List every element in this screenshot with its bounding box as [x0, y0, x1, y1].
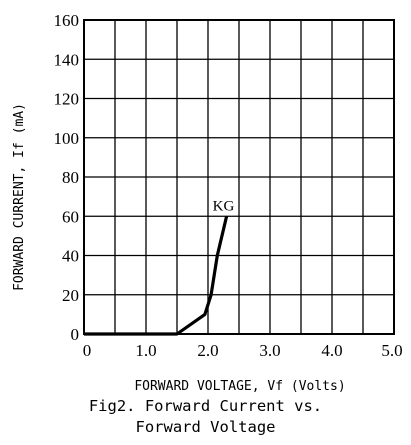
x-tick-label: 4.0 [321, 341, 342, 360]
x-tick-label: 2.0 [197, 341, 218, 360]
y-tick-label: 80 [62, 168, 79, 187]
y-tick-label: 20 [62, 286, 79, 305]
x-tick-labels: 0 1.0 2.0 3.0 4.0 5.0 [83, 341, 403, 360]
x-tick-label: 1.0 [135, 341, 156, 360]
x-tick-label: 5.0 [381, 341, 402, 360]
y-tick-label: 0 [71, 325, 80, 344]
y-tick-labels: 0 20 40 60 80 100 120 140 160 [54, 11, 80, 344]
x-axis-label: FORWARD VOLTAGE, Vf (Volts) [134, 379, 345, 394]
series-layer [84, 215, 229, 336]
y-tick-label: 140 [54, 50, 80, 69]
x-tick-label: 0 [83, 341, 92, 360]
series-line-0 [84, 215, 229, 336]
grid [83, 19, 395, 335]
figure-caption-line1: Fig2. Forward Current vs. [88, 397, 323, 415]
y-tick-label: 60 [62, 207, 79, 226]
y-tick-label: 160 [54, 11, 80, 30]
series-annotation-0: KG [213, 198, 235, 214]
figure-caption-line2: Forward Voltage [135, 418, 276, 436]
x-tick-label: 3.0 [259, 341, 280, 360]
y-tick-label: 100 [54, 129, 80, 148]
plot-frame [83, 19, 395, 335]
y-tick-label: 120 [54, 90, 80, 109]
y-axis-label: FORWARD CURRENT, If (mA) [12, 103, 27, 291]
annotations: KG [213, 198, 235, 214]
y-tick-label: 40 [62, 247, 79, 266]
